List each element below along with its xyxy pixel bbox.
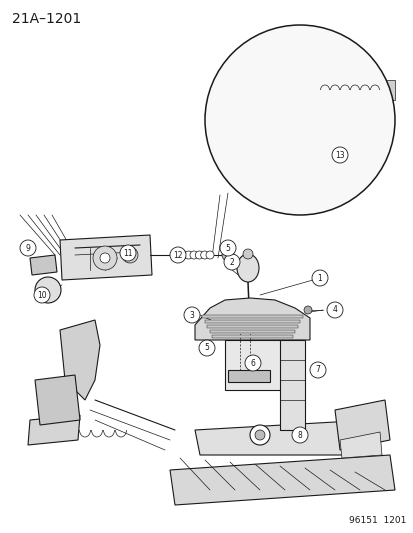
Circle shape [170, 247, 185, 263]
Text: 6: 6 [250, 359, 255, 367]
Circle shape [311, 270, 327, 286]
Circle shape [254, 430, 264, 440]
Polygon shape [254, 85, 309, 105]
Text: 3: 3 [189, 311, 194, 319]
Circle shape [93, 246, 117, 270]
Text: 5: 5 [204, 343, 209, 352]
Circle shape [173, 251, 182, 259]
Circle shape [223, 254, 240, 270]
Polygon shape [202, 315, 302, 318]
Polygon shape [339, 432, 381, 458]
Circle shape [242, 249, 252, 259]
Text: 11: 11 [123, 248, 133, 257]
Circle shape [184, 251, 192, 259]
Circle shape [179, 251, 187, 259]
Polygon shape [206, 325, 297, 328]
Circle shape [20, 240, 36, 256]
Circle shape [190, 251, 197, 259]
Circle shape [309, 362, 325, 378]
Text: 4: 4 [332, 305, 337, 314]
Text: 9: 9 [26, 244, 31, 253]
Circle shape [249, 425, 269, 445]
Circle shape [204, 25, 394, 215]
Polygon shape [28, 415, 80, 445]
Circle shape [122, 247, 138, 263]
Polygon shape [35, 375, 80, 425]
Text: 96151  1201: 96151 1201 [348, 516, 405, 525]
Polygon shape [204, 90, 230, 120]
Circle shape [331, 147, 347, 163]
Circle shape [291, 427, 307, 443]
Polygon shape [60, 320, 100, 400]
Ellipse shape [236, 254, 259, 282]
Circle shape [195, 251, 203, 259]
Polygon shape [224, 340, 284, 390]
Circle shape [35, 277, 61, 303]
Polygon shape [170, 455, 394, 505]
Circle shape [244, 355, 260, 371]
Circle shape [326, 302, 342, 318]
Circle shape [199, 340, 214, 356]
Polygon shape [334, 400, 389, 450]
Text: 5: 5 [225, 244, 230, 253]
Circle shape [219, 240, 235, 256]
Circle shape [303, 306, 311, 314]
Polygon shape [211, 335, 292, 338]
Polygon shape [209, 330, 294, 333]
Polygon shape [30, 255, 57, 275]
Text: 10: 10 [37, 290, 47, 300]
Text: 1: 1 [317, 273, 322, 282]
Polygon shape [195, 420, 374, 455]
Polygon shape [204, 320, 299, 323]
Polygon shape [60, 235, 152, 280]
Circle shape [183, 307, 199, 323]
Circle shape [100, 253, 110, 263]
Polygon shape [279, 340, 304, 430]
Text: 12: 12 [173, 251, 182, 260]
Text: 13: 13 [335, 150, 344, 159]
Circle shape [200, 251, 208, 259]
Text: 21A–1201: 21A–1201 [12, 12, 81, 26]
Polygon shape [374, 80, 394, 100]
Polygon shape [195, 298, 309, 340]
Circle shape [120, 245, 136, 261]
Circle shape [221, 249, 233, 261]
Circle shape [206, 251, 214, 259]
Polygon shape [228, 370, 269, 382]
Text: 8: 8 [297, 431, 301, 440]
Polygon shape [244, 70, 379, 80]
Text: 2: 2 [229, 257, 234, 266]
Text: 7: 7 [315, 366, 320, 375]
Circle shape [34, 287, 50, 303]
